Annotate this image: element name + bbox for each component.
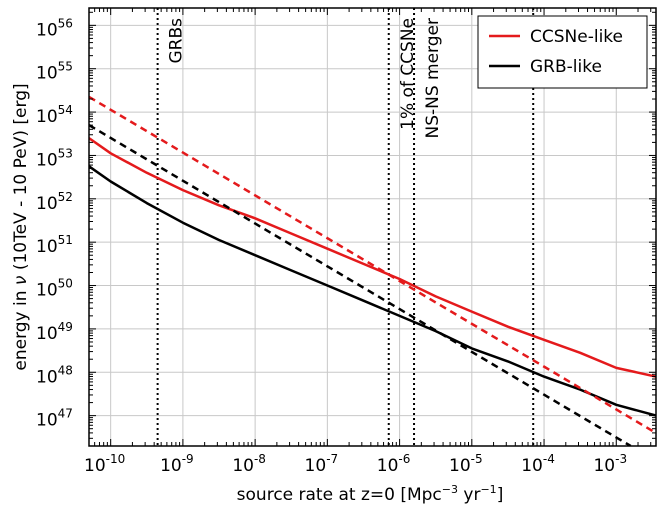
annotation-label: 1% of CCSNe xyxy=(398,18,418,130)
legend: CCSNe-like GRB-like xyxy=(477,15,648,89)
series-line xyxy=(89,124,632,446)
grid xyxy=(89,8,656,446)
x-tick-label: 10-4 xyxy=(521,452,555,476)
legend-box xyxy=(477,15,648,89)
y-tick-label: 1052 xyxy=(36,190,73,214)
series-line xyxy=(89,165,656,417)
y-tick-label: 1051 xyxy=(36,233,73,257)
series-line xyxy=(89,95,656,435)
y-tick-label: 1053 xyxy=(36,146,73,170)
series-line xyxy=(89,137,656,378)
y-tick-label: 1055 xyxy=(36,60,73,84)
x-tick-label: 10-6 xyxy=(377,452,411,476)
x-tick-label: 10-3 xyxy=(593,452,627,476)
tick-labels: 10-10 10-9 10-8 10-7 10-6 10-5 10-4 10-3 1047 104… xyxy=(36,16,627,476)
x-tick-label: 10-10 xyxy=(84,452,125,476)
y-tick-label: 1056 xyxy=(36,16,73,40)
y-tick-label: 1047 xyxy=(36,407,73,431)
y-tick-label: 1050 xyxy=(36,277,73,301)
x-tick-label: 10-9 xyxy=(160,452,194,476)
annotation-label: GRBs xyxy=(167,18,187,64)
axis-ticks xyxy=(89,8,656,447)
y-tick-label: 1048 xyxy=(36,363,73,387)
annotation-label: NS-NS merger xyxy=(423,18,443,139)
x-axis-label: source rate at z=0 [Mpc−3 yr−1] xyxy=(237,483,504,505)
legend-label-ccsne: CCSNe-like xyxy=(530,27,623,47)
x-tick-label: 10-8 xyxy=(232,452,266,476)
x-tick-label: 10-7 xyxy=(305,452,339,476)
data-series xyxy=(89,95,656,446)
y-axis-label: energy in ν (10TeV - 10 PeV) [erg] xyxy=(11,83,31,370)
y-tick-label: 1054 xyxy=(36,103,73,127)
y-tick-label: 1049 xyxy=(36,320,73,344)
legend-label-grb: GRB-like xyxy=(530,57,602,77)
plot-frame xyxy=(88,7,657,447)
x-tick-label: 10-5 xyxy=(449,452,483,476)
